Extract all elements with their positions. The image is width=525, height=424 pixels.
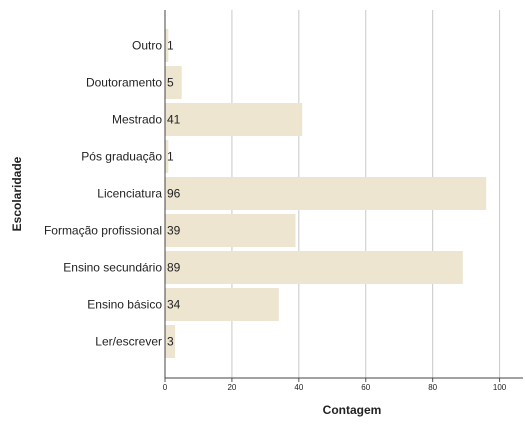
y-tick-label: Outro (132, 39, 162, 53)
x-tick-label: 80 (428, 383, 437, 392)
bar (165, 288, 279, 321)
y-tick-label: Ler/escrever (95, 335, 162, 349)
x-tick-label: 60 (361, 383, 370, 392)
bar (165, 325, 176, 358)
bar (165, 103, 303, 136)
y-tick-label: Mestrado (112, 113, 162, 127)
data-label: 39 (167, 224, 181, 238)
y-tick-label: Ensino básico (87, 298, 162, 312)
bar (165, 177, 487, 210)
data-label: 96 (167, 187, 181, 201)
y-axis-title: Escolaridade (10, 156, 24, 231)
data-label: 41 (167, 113, 181, 127)
bar (165, 214, 296, 247)
bar (165, 251, 463, 284)
y-tick-label: Pós graduação (81, 150, 162, 164)
data-label: 5 (167, 76, 174, 90)
x-tick-label: 20 (227, 383, 236, 392)
data-label: 89 (167, 261, 181, 275)
x-axis-title: Contagem (323, 403, 382, 417)
data-label: 34 (167, 298, 181, 312)
y-tick-label: Doutoramento (86, 76, 162, 90)
bar (165, 29, 169, 62)
x-tick-label: 40 (294, 383, 303, 392)
data-label: 1 (167, 150, 174, 164)
bar (165, 66, 182, 99)
data-label: 3 (167, 335, 174, 349)
data-label: 1 (167, 39, 174, 53)
y-tick-label: Licenciatura (97, 187, 162, 201)
y-tick-label: Formação profissional (44, 224, 162, 238)
x-tick-label: 0 (163, 383, 168, 392)
bar (165, 140, 169, 173)
y-tick-label: Ensino secundário (63, 261, 162, 275)
x-tick-label: 100 (493, 383, 507, 392)
